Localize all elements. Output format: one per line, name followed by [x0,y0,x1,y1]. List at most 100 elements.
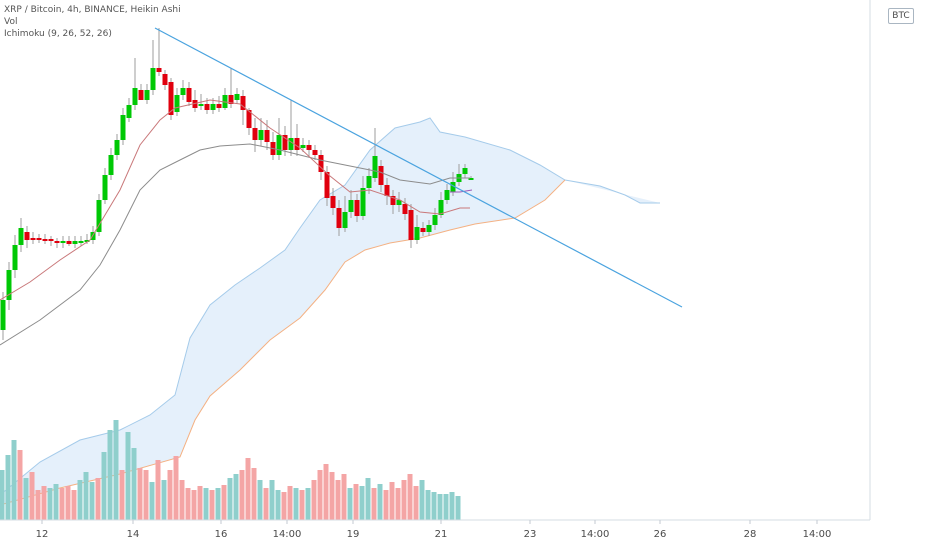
candle-body [414,227,420,240]
candle-body [24,232,30,240]
candle [378,160,384,192]
volume-bar [5,455,11,520]
time-axis[interactable]: 12 14 16 14:00 19 21 23 14:00 26 28 14:00 [0,519,870,540]
candle [12,235,18,278]
volume-bar [179,480,185,520]
volume-legend: Vol [4,17,18,27]
candle-body [372,156,378,178]
price-axis[interactable]: 0.000030000.000028000.000026000.00002400… [869,0,932,520]
volume-bar [347,488,353,520]
volume-bar [263,488,269,520]
volume-bar [389,482,395,520]
volume-bar [281,492,287,520]
volume-bar [209,490,215,520]
candle [222,88,228,110]
volume-bar [257,480,263,520]
candle [186,82,192,106]
candle [216,96,222,112]
volume-bar [215,488,221,520]
volume-bar [239,470,245,520]
candle [42,234,48,244]
volume-bar [323,464,329,520]
candle [294,124,300,156]
candle-body [354,200,360,216]
volume-bar [419,480,425,520]
candle [18,218,24,252]
volume-bar [443,494,449,520]
candle-body [384,185,390,196]
candle [468,176,474,180]
volume-bar [119,470,125,520]
volume-bar [329,472,335,520]
time-tick-label: 14:00 [803,529,832,540]
volume-bar [95,478,101,520]
candle [330,188,336,215]
candle-body [420,228,426,232]
candle [336,200,342,236]
volume-bar [233,474,239,520]
candle [108,148,114,180]
candle [36,234,42,243]
candle [348,190,354,218]
volume-bar [59,488,65,520]
candle-body [198,104,204,106]
candle [30,232,36,244]
candle [408,204,414,248]
candle-body [264,130,270,142]
indicator-lines [0,99,473,346]
candle [66,236,72,246]
volume-bar [317,470,323,520]
candle [120,108,126,145]
volume-bar [137,468,143,520]
volume-bar [167,470,173,520]
candle-body [228,95,234,104]
currency-badge[interactable]: BTC [888,8,914,24]
candle-body [174,95,180,112]
time-tick-label: 14:00 [581,529,610,540]
volume-bar [395,488,401,520]
volume-bar [293,488,299,520]
candle [246,108,252,135]
volume-bar [131,448,137,520]
volume-bar [251,468,257,520]
volume-bar [227,478,233,520]
volume-bar [305,488,311,520]
candle-body [300,145,306,148]
candle-body [204,104,210,110]
candle [414,215,420,244]
volume-bar [47,488,53,520]
candle-body [336,208,342,228]
senkou-span-b [0,179,566,506]
candle-body [192,100,198,108]
ichimoku-cloud [0,117,660,506]
candle [228,68,234,108]
candle-body [450,182,456,192]
volume-bar [89,482,95,520]
candle-body [330,196,336,208]
volume-bar [365,478,371,520]
volume-bar [311,480,317,520]
candle-body [78,241,84,243]
candle [432,208,438,230]
candle-body [288,138,294,150]
candle-body [246,110,252,128]
candle-body [48,239,54,241]
candle [162,70,168,90]
time-tick-label: 26 [654,529,667,540]
candle-body [306,145,312,150]
trendline[interactable] [154,27,683,308]
candle-body [360,188,366,216]
candle [270,132,276,160]
volume-bar [287,486,293,520]
candle-body [444,190,450,200]
volume-bar [125,432,131,520]
candle-body [210,104,216,110]
candle-body [432,215,438,225]
volume-bar [29,472,35,520]
candle-body [348,200,354,212]
volume-bar [335,480,341,520]
ichimoku-legend: Ichimoku (9, 26, 52, 26) [4,29,112,39]
candle-body [396,200,402,205]
volume-bar [155,460,161,520]
